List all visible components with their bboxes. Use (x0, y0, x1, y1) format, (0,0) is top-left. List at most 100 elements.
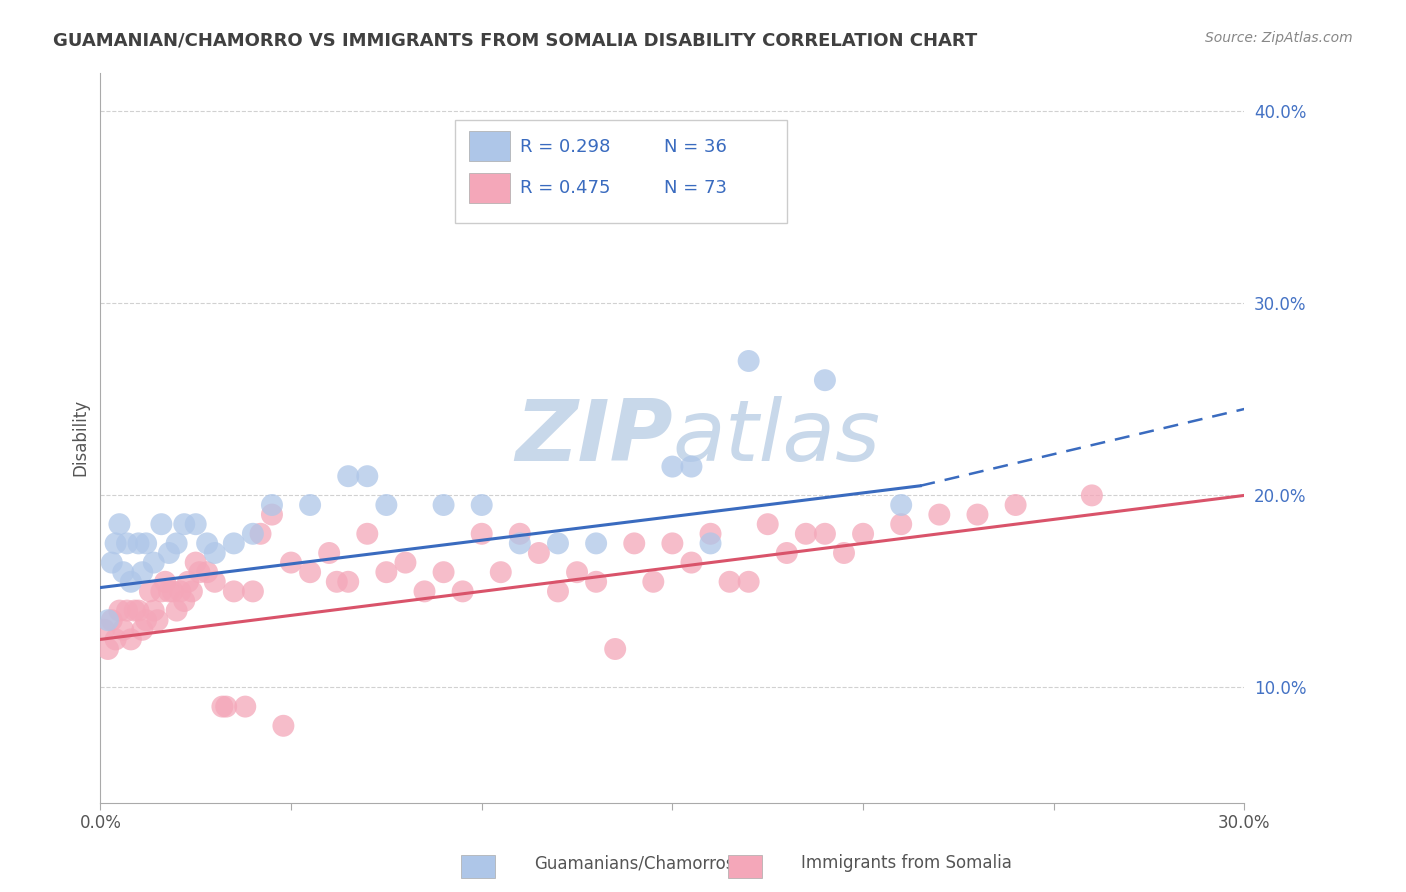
Point (326, 574, 349, 589)
Point (547, 584, 569, 599)
Point (222, 584, 245, 599)
Point (451, 584, 474, 599)
Point (432, 498, 454, 512)
Point (157, 546, 180, 560)
Point (139, 584, 162, 599)
Point (184, 517, 207, 532)
Point (681, 556, 703, 570)
Point (832, 546, 855, 560)
Point (966, 508, 988, 522)
Point (852, 526, 875, 541)
Point (547, 536, 569, 550)
Point (233, 699, 256, 714)
Point (699, 526, 721, 541)
Point (1004, 498, 1026, 512)
Point (471, 526, 494, 541)
FancyBboxPatch shape (468, 131, 510, 161)
Point (211, 699, 233, 714)
Point (146, 613, 169, 627)
Point (195, 565, 218, 579)
FancyBboxPatch shape (468, 173, 510, 202)
Point (108, 604, 131, 618)
Point (299, 498, 322, 512)
Point (173, 517, 195, 532)
Point (260, 508, 283, 522)
Point (101, 613, 124, 627)
Point (157, 584, 180, 599)
Point (260, 498, 283, 512)
Text: Guamanians/Chamorros: Guamanians/Chamorros (534, 855, 735, 872)
Point (204, 546, 226, 560)
Text: GUAMANIAN/CHAMORRO VS IMMIGRANTS FROM SOMALIA DISABILITY CORRELATION CHART: GUAMANIAN/CHAMORRO VS IMMIGRANTS FROM SO… (53, 31, 977, 49)
Point (93, 623, 115, 637)
Point (150, 584, 173, 599)
Text: Source: ZipAtlas.com: Source: ZipAtlas.com (1205, 31, 1353, 45)
Point (509, 526, 531, 541)
Point (299, 565, 322, 579)
Point (215, 699, 238, 714)
Point (135, 536, 157, 550)
Point (273, 719, 295, 733)
Point (337, 469, 360, 483)
Point (375, 498, 398, 512)
Point (108, 517, 131, 532)
Point (204, 574, 226, 589)
Point (699, 536, 721, 550)
Point (124, 604, 146, 618)
Point (643, 574, 665, 589)
Point (195, 536, 218, 550)
Point (471, 498, 494, 512)
Point (356, 526, 378, 541)
Point (112, 623, 135, 637)
Point (169, 584, 191, 599)
Point (661, 536, 683, 550)
Point (585, 536, 607, 550)
Point (681, 459, 703, 474)
Point (104, 632, 127, 647)
Point (1081, 488, 1104, 502)
Point (249, 526, 271, 541)
Point (623, 536, 645, 550)
Point (131, 623, 153, 637)
Point (585, 574, 607, 589)
FancyBboxPatch shape (456, 120, 787, 222)
Point (222, 536, 245, 550)
Point (737, 574, 759, 589)
Point (177, 574, 200, 589)
Point (97, 642, 120, 657)
Point (97, 613, 120, 627)
Point (153, 574, 176, 589)
Point (280, 556, 302, 570)
Point (661, 459, 683, 474)
Point (112, 565, 135, 579)
Point (101, 556, 124, 570)
Point (135, 613, 157, 627)
Point (120, 574, 142, 589)
Text: N = 73: N = 73 (665, 179, 727, 197)
Point (756, 517, 779, 532)
Point (718, 574, 741, 589)
Point (162, 584, 184, 599)
Text: R = 0.475: R = 0.475 (520, 179, 610, 197)
Point (394, 556, 416, 570)
Point (104, 536, 127, 550)
Point (142, 556, 165, 570)
Point (180, 584, 202, 599)
Point (127, 536, 149, 550)
Point (375, 565, 398, 579)
Text: R = 0.298: R = 0.298 (520, 137, 610, 156)
Text: N = 36: N = 36 (665, 137, 727, 156)
Point (413, 584, 436, 599)
Point (184, 556, 207, 570)
Text: Immigrants from Somalia: Immigrants from Somalia (801, 855, 1012, 872)
Point (142, 604, 165, 618)
Point (173, 594, 195, 608)
Text: atlas: atlas (672, 396, 880, 479)
Point (737, 354, 759, 368)
Point (890, 517, 912, 532)
Point (242, 584, 264, 599)
Point (115, 604, 138, 618)
Point (605, 642, 627, 657)
Point (432, 565, 454, 579)
Point (776, 546, 799, 560)
